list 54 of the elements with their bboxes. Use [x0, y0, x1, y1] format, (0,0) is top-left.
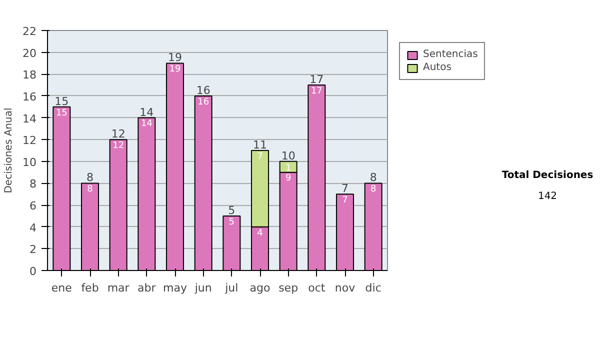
y-tick-label: 20 [22, 46, 37, 60]
x-tick-label: sep [278, 282, 298, 294]
total-label: 12 [111, 128, 126, 141]
y-tick-label: 4 [30, 221, 36, 234]
data-label: 9 [285, 174, 292, 184]
data-label: 14 [140, 119, 153, 130]
y-tick-label: 12 [22, 134, 37, 148]
x-tick-label: abr [138, 282, 156, 294]
total-label: 5 [228, 204, 236, 217]
data-label: 12 [112, 141, 124, 151]
y-tick-label: 18 [22, 68, 37, 82]
legend-label: Sentencias [423, 49, 478, 60]
total-label: 17 [310, 73, 324, 86]
data-label: 5 [228, 217, 235, 228]
x-tick-label: jul [224, 282, 238, 294]
data-label: 19 [169, 64, 181, 75]
total-label: 19 [168, 51, 182, 64]
legend-label: Autos [423, 62, 452, 73]
y-tick-label: 16 [22, 90, 37, 104]
x-tick-label: mar [107, 282, 130, 294]
data-label: 17 [310, 86, 322, 96]
y-tick-label: 8 [30, 178, 36, 191]
y-tick-label: 6 [30, 200, 36, 213]
data-label: 8 [370, 184, 376, 195]
x-tick-label: nov [334, 282, 356, 294]
data-label: 4 [257, 228, 264, 238]
data-label: 8 [87, 184, 94, 195]
total-label: 16 [196, 84, 210, 97]
y-tick-label: 10 [22, 156, 37, 169]
y-axis-title: Decisiones Anual [4, 108, 15, 194]
total-label: 10 [281, 149, 296, 162]
total-label: 15 [54, 94, 69, 108]
x-tick-label: feb [81, 282, 99, 294]
y-tick-label: 2 [30, 243, 36, 256]
annotations: Total Decisiones 142 [500, 169, 594, 204]
data-label: 1 [285, 163, 292, 174]
x-tick-label: dic [365, 282, 382, 294]
total-label: 8 [370, 171, 377, 184]
total-label: 8 [86, 171, 94, 184]
data-label: 16 [198, 97, 210, 108]
y-tick-label: 22 [22, 25, 37, 38]
total-label: 14 [140, 106, 154, 119]
x-tick-label: may [163, 282, 188, 294]
x-tick-label: ene [51, 282, 72, 294]
total-label: 11 [253, 138, 267, 152]
data-label: 15 [56, 108, 68, 118]
x-tick-label: jun [194, 282, 212, 294]
x-tick-label: oct [308, 282, 326, 294]
y-tick-label: 14 [22, 112, 37, 126]
data-label: 7 [257, 152, 263, 162]
x-tick-label: ago [250, 282, 270, 294]
y-tick-label: 0 [30, 265, 36, 278]
data-label: 7 [342, 196, 348, 206]
total-label: 7 [342, 182, 348, 196]
